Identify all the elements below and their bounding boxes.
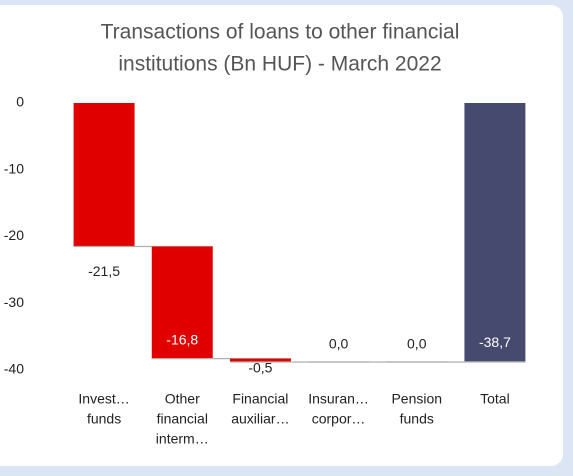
bar xyxy=(73,103,135,247)
value-label: -38,7 xyxy=(479,334,511,350)
bar xyxy=(229,358,291,362)
x-tick-label: Pension xyxy=(391,391,442,407)
y-tick-label: -30 xyxy=(4,294,24,310)
x-tick-label: funds xyxy=(87,411,121,427)
y-tick-label: -40 xyxy=(4,361,24,377)
y-tick-label: 0 xyxy=(16,94,24,110)
x-tick-label: Other xyxy=(165,391,200,407)
x-tick-label: Total xyxy=(480,391,510,407)
x-tick-label: Insuran… xyxy=(308,391,369,407)
x-tick-label: corpor… xyxy=(312,411,366,427)
x-tick-label: auxiliar… xyxy=(231,411,289,427)
x-tick-label: Financial xyxy=(232,391,288,407)
y-tick-label: -10 xyxy=(4,160,24,176)
y-tick-label: -20 xyxy=(4,227,24,243)
card xyxy=(0,5,563,466)
bar xyxy=(464,103,526,362)
value-label: -21,5 xyxy=(88,263,120,279)
value-label: -0,5 xyxy=(248,360,272,376)
x-tick-label: Invest… xyxy=(78,391,129,407)
value-label: 0,0 xyxy=(407,336,427,352)
value-label: 0,0 xyxy=(329,336,349,352)
x-tick-label: financial xyxy=(157,411,208,427)
bar xyxy=(151,246,213,359)
x-tick-label: funds xyxy=(400,411,434,427)
chart-title: institutions (Bn HUF) - March 2022 xyxy=(118,53,441,76)
value-label: -16,8 xyxy=(166,331,198,347)
x-tick-label: interm… xyxy=(156,431,209,447)
chart-title: Transactions of loans to other financial xyxy=(101,21,460,44)
